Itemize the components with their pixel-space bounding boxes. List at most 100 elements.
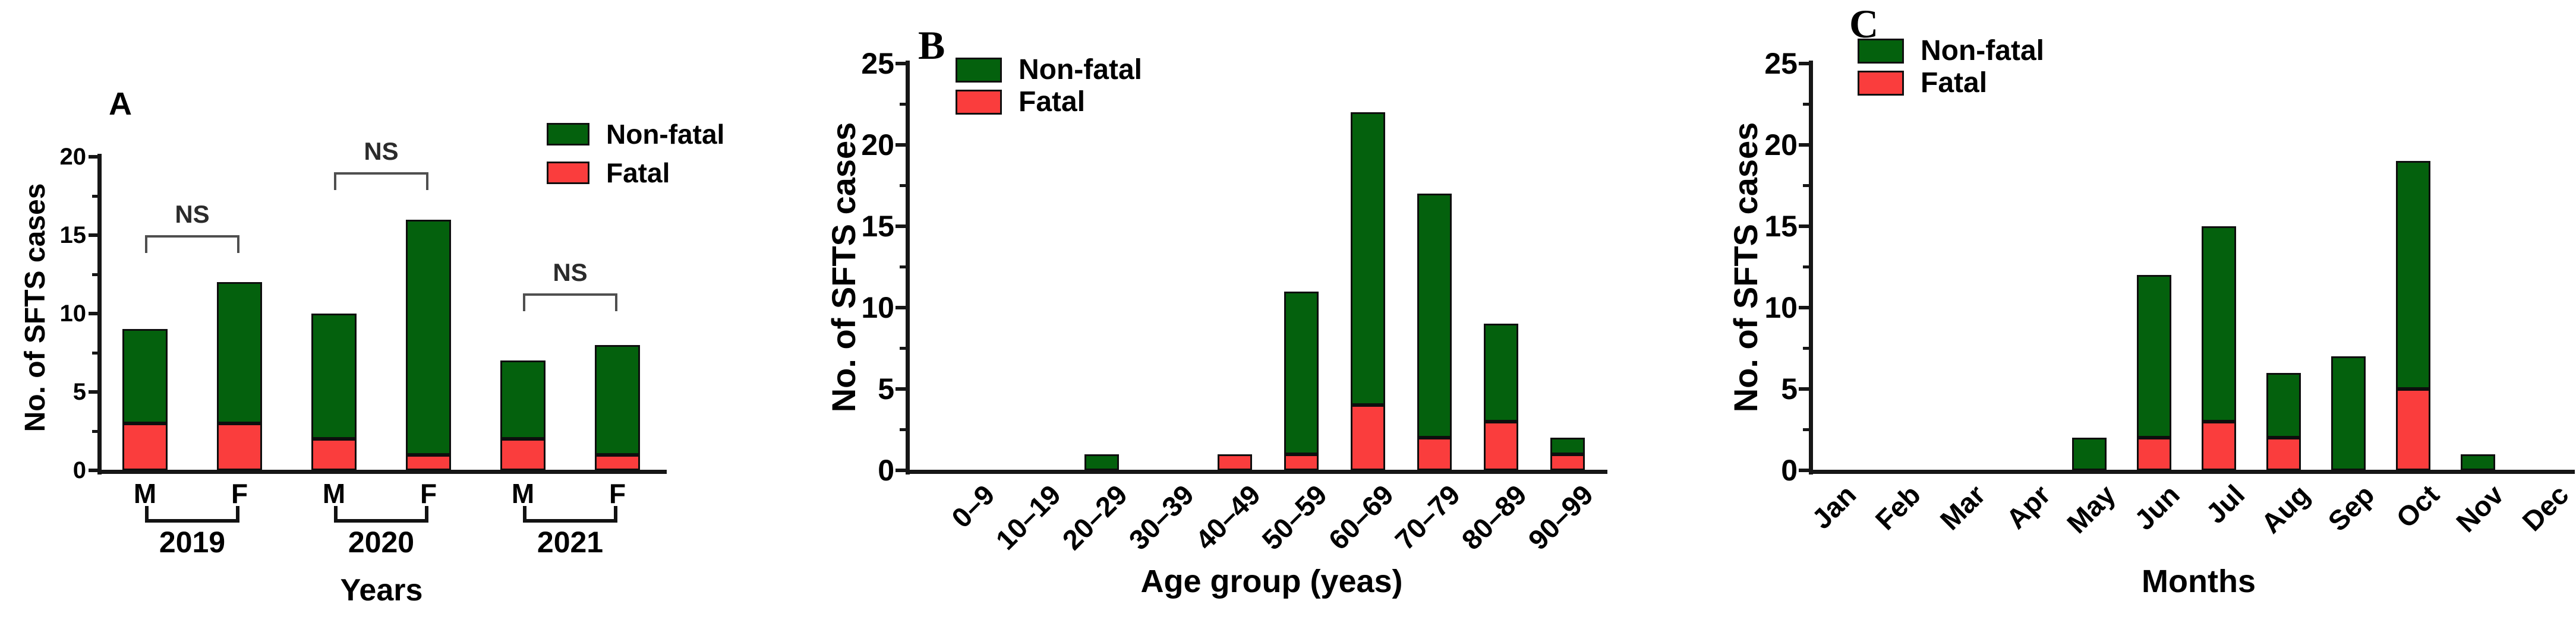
bar-90–99 (1550, 438, 1585, 470)
y-tick-label: 15 (861, 210, 894, 243)
category-label: M (133, 478, 157, 509)
category-label: Jan (1805, 478, 1862, 535)
y-tick-label: 20 (861, 128, 894, 162)
y-axis-line (905, 61, 910, 475)
panel-letter-b: B (918, 23, 945, 68)
bar-segment-nonfatal (2072, 438, 2107, 470)
category-label: Mar (1934, 478, 1992, 536)
bar-segment-nonfatal (2266, 372, 2301, 438)
bar-Aug (2266, 372, 2301, 470)
y-major-tick (88, 155, 97, 159)
y-major-tick (895, 469, 906, 472)
legend-item-nonfatal: Non-fatal (1858, 37, 2044, 65)
bar-segment-nonfatal (122, 329, 168, 423)
y-tick-label: 0 (72, 457, 86, 483)
y-tick-label: 0 (1781, 454, 1798, 487)
bar-Oct (2396, 161, 2430, 470)
bar-segment-fatal (2266, 438, 2301, 470)
bar-segment-nonfatal (2202, 226, 2236, 422)
fatal-swatch-icon (956, 90, 1002, 115)
bar-F (217, 282, 262, 470)
bar-segment-nonfatal (595, 344, 640, 455)
y-tick-label: 5 (1781, 372, 1798, 406)
category-label: F (420, 478, 437, 509)
y-minor-tick (92, 429, 97, 433)
y-minor-tick (1802, 265, 1809, 268)
y-major-tick (1798, 469, 1809, 472)
legend-label-fatal: Fatal (1921, 67, 1988, 99)
bar-segment-nonfatal (217, 282, 262, 423)
legend-item-fatal: Fatal (956, 88, 1085, 116)
x-axis-line (1809, 470, 2575, 474)
y-minor-tick (1802, 428, 1809, 431)
legend-item-nonfatal: Non-fatal (547, 121, 724, 148)
category-label: May (2060, 478, 2121, 540)
bar-M (500, 360, 546, 470)
x-axis-label-a: Years (340, 573, 423, 608)
y-major-tick (895, 224, 906, 228)
y-minor-tick (899, 103, 906, 106)
bar-segment-fatal (1417, 438, 1452, 470)
legend-item-nonfatal: Non-fatal (956, 56, 1142, 84)
bar-segment-fatal (2137, 438, 2171, 470)
y-major-tick (88, 312, 97, 315)
category-label: Jun (2128, 478, 2186, 536)
bar-segment-fatal (1484, 421, 1518, 470)
y-tick-label: 20 (59, 144, 87, 170)
significance-bracket (523, 293, 617, 311)
significance-label: NS (553, 258, 588, 286)
y-minor-tick (92, 273, 97, 276)
x-axis-line (906, 470, 1607, 474)
nonfatal-swatch-icon (1858, 39, 1904, 64)
y-tick-label: 5 (878, 372, 894, 406)
bar-segment-nonfatal (1484, 324, 1518, 422)
y-major-tick (895, 62, 906, 65)
x-axis-label-c: Months (2142, 564, 2256, 599)
bar-F (406, 219, 451, 470)
y-axis-line (97, 154, 102, 475)
y-minor-tick (92, 194, 97, 198)
category-label: Aug (2255, 478, 2316, 539)
y-tick-label: 15 (59, 222, 87, 248)
bar-segment-nonfatal (1417, 194, 1452, 438)
y-minor-tick (899, 428, 906, 431)
y-minor-tick (1802, 347, 1809, 350)
nonfatal-swatch-icon (547, 123, 589, 145)
bar-segment-nonfatal (1084, 454, 1119, 470)
legend-label-fatal: Fatal (1019, 86, 1086, 118)
legend-item-fatal: Fatal (547, 159, 670, 186)
bar-Nov (2461, 454, 2495, 470)
bar-40–49 (1218, 454, 1252, 470)
bar-segment-nonfatal (2137, 275, 2171, 438)
y-minor-tick (899, 184, 906, 187)
bar-segment-fatal (406, 454, 451, 470)
bar-segment-fatal (500, 439, 546, 470)
category-label: Oct (2389, 478, 2445, 534)
y-minor-tick (1802, 103, 1809, 106)
x-axis-line (97, 470, 667, 474)
bar-Jul (2202, 226, 2236, 470)
legend-label-nonfatal: Non-fatal (606, 119, 725, 150)
category-label: M (322, 478, 346, 509)
y-minor-tick (899, 265, 906, 268)
category-label: Apr (2000, 478, 2057, 535)
y-major-tick (895, 306, 906, 309)
bar-segment-nonfatal (311, 314, 357, 439)
bar-Sep (2331, 356, 2366, 470)
bar-segment-fatal (217, 423, 262, 470)
bar-M (122, 329, 168, 470)
bar-M (311, 314, 357, 470)
bar-segment-fatal (1218, 454, 1252, 470)
y-major-tick (1798, 224, 1809, 228)
bar-segment-fatal (1284, 454, 1319, 470)
y-axis-label-c: No. of SFTS cases (1727, 122, 1764, 413)
legend-item-fatal: Fatal (1858, 69, 1987, 97)
bar-segment-nonfatal (406, 219, 451, 455)
y-major-tick (1798, 143, 1809, 147)
year-group-label: 2020 (348, 526, 415, 559)
y-major-tick (88, 390, 97, 394)
category-label: M (511, 478, 535, 509)
